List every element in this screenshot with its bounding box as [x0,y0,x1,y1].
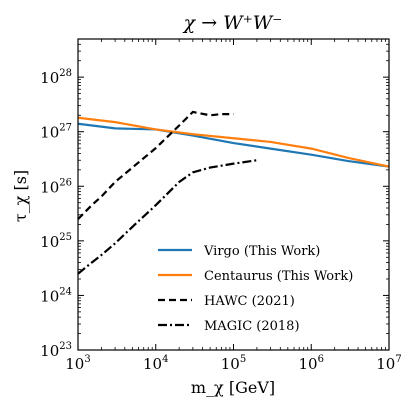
plot-frame [77,38,390,351]
chart-title: χ → W⁺W⁻ [182,12,283,34]
series-line-3 [77,159,258,275]
y-tick-label: 1026 [40,177,72,196]
series-line-1 [77,116,390,168]
series-line-0 [77,122,390,168]
legend-label-1: Centaurus (This Work) [204,269,353,284]
x-axis-label: m_χ [GeV] [191,378,275,397]
legend-label-0: Virgo (This Work) [203,244,320,259]
y-tick-label: 1025 [40,232,72,251]
x-tick-label: 103 [65,354,90,373]
legend: Virgo (This Work) Centaurus (This Work) HA… [158,244,353,334]
y-tick-label: 1028 [40,68,72,87]
y-axis-label: τ_χ [s] [11,170,30,222]
x-tick-label: 106 [299,354,324,373]
plot-area [77,110,390,275]
series-line-2 [77,110,234,220]
legend-label-3: MAGIC (2018) [204,319,300,334]
x-tick-label: 105 [221,354,246,373]
x-tick-label: 107 [376,354,401,373]
y-tick-label: 1027 [40,123,72,142]
y-tick-label: 1024 [40,286,72,305]
y-tick-label: 1023 [40,341,72,360]
legend-label-2: HAWC (2021) [204,294,295,309]
x-tick-label: 104 [143,354,168,373]
y-axis-ticks: 1023 1024 1025 1026 1027 1028 [40,38,389,360]
